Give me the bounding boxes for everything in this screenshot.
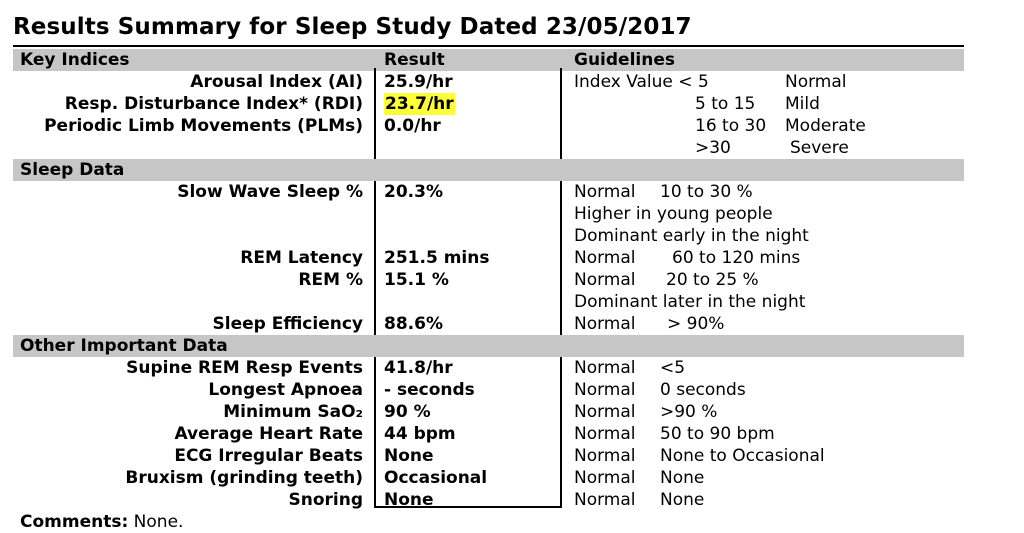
row-label: Slow Wave Sleep % — [177, 182, 363, 202]
result-column-box — [374, 68, 562, 508]
guideline-range: 20 to 25 % — [666, 270, 759, 290]
guideline-normal: Normal — [574, 248, 636, 268]
row-result-highlighted: 23.7/hr — [384, 93, 455, 115]
guideline-normal: Normal — [574, 424, 636, 444]
comments-text: None. — [133, 512, 184, 532]
row-label: Bruxism (grinding teeth) — [125, 468, 363, 488]
section-sleep-data: Sleep Data — [20, 160, 125, 180]
guideline-normal: Normal — [574, 182, 636, 202]
row-label: Snoring — [288, 490, 363, 510]
row-result: 0.0/hr — [384, 116, 441, 136]
guideline-severity: Mild — [785, 94, 820, 114]
guideline-text: Index Value < 5 — [574, 72, 709, 92]
section-other-data: Other Important Data — [20, 336, 228, 356]
row-result: 25.9/hr — [384, 72, 453, 92]
header-result: Result — [384, 50, 445, 70]
row-result: - seconds — [384, 380, 475, 400]
guideline-note: Higher in young people — [574, 204, 773, 224]
row-label: Average Heart Rate — [174, 424, 363, 444]
row-label: REM Latency — [240, 248, 363, 268]
guideline-range: 50 to 90 bpm — [660, 424, 775, 444]
guideline-note: Dominant later in the night — [574, 292, 806, 312]
guideline-text: >30 — [695, 138, 731, 158]
row-result: None — [384, 490, 434, 510]
row-result: 88.6% — [384, 314, 443, 334]
guideline-text: 16 to 30 — [695, 116, 767, 136]
row-label: Longest Apnoea — [208, 380, 363, 400]
row-result: Occasional — [384, 468, 488, 488]
guideline-normal: Normal — [574, 468, 636, 488]
table-header-bar — [13, 49, 964, 71]
row-result: None — [384, 446, 434, 466]
guideline-range: None — [660, 490, 705, 510]
guideline-normal: Normal — [574, 380, 636, 400]
row-label: ECG Irregular Beats — [174, 446, 363, 466]
row-label: REM % — [298, 270, 363, 290]
row-label: Minimum SaO₂ — [223, 402, 363, 422]
page-title: Results Summary for Sleep Study Dated 23… — [13, 14, 692, 40]
guideline-normal: Normal — [574, 446, 636, 466]
section-bar-sleep-data — [13, 159, 964, 181]
guideline-range: 0 seconds — [660, 380, 746, 400]
header-key-indices: Key Indices — [20, 50, 130, 70]
guideline-range: >90 % — [660, 402, 718, 422]
row-result: 15.1 % — [384, 270, 449, 290]
row-result: 20.3% — [384, 182, 443, 202]
guideline-severity: Normal — [785, 72, 847, 92]
guideline-range: 10 to 30 % — [660, 182, 753, 202]
guideline-normal: Normal — [574, 358, 636, 378]
guideline-range: <5 — [660, 358, 686, 378]
row-label: Supine REM Resp Events — [126, 358, 363, 378]
guideline-severity: Moderate — [785, 116, 866, 136]
row-result: 251.5 mins — [384, 248, 490, 268]
guideline-range: None to Occasional — [660, 446, 825, 466]
guideline-range: 60 to 120 mins — [672, 248, 801, 268]
guideline-normal: Normal — [574, 490, 636, 510]
guideline-normal: Normal — [574, 402, 636, 422]
row-label: Periodic Limb Movements (PLMs) — [44, 116, 363, 136]
guideline-note: Dominant early in the night — [574, 226, 809, 246]
guideline-range: > 90% — [667, 314, 725, 334]
guideline-text: 5 to 15 — [695, 94, 756, 114]
row-label: Sleep Efficiency — [212, 314, 364, 334]
comments: Comments: None. — [20, 511, 183, 533]
row-result: 44 bpm — [384, 424, 456, 444]
title-divider — [13, 45, 964, 47]
guideline-severity: Severe — [790, 138, 849, 158]
guideline-normal: Normal — [574, 270, 636, 290]
row-result: 41.8/hr — [384, 358, 453, 378]
guideline-range: None — [660, 468, 705, 488]
row-result: 90 % — [384, 402, 431, 422]
header-guidelines: Guidelines — [574, 50, 675, 70]
row-label: Arousal Index (AI) — [190, 72, 363, 92]
guideline-normal: Normal — [574, 314, 636, 334]
row-label: Resp. Disturbance Index* (RDI) — [64, 94, 363, 114]
section-bar-other-data — [13, 335, 964, 357]
comments-label: Comments: — [20, 512, 129, 532]
